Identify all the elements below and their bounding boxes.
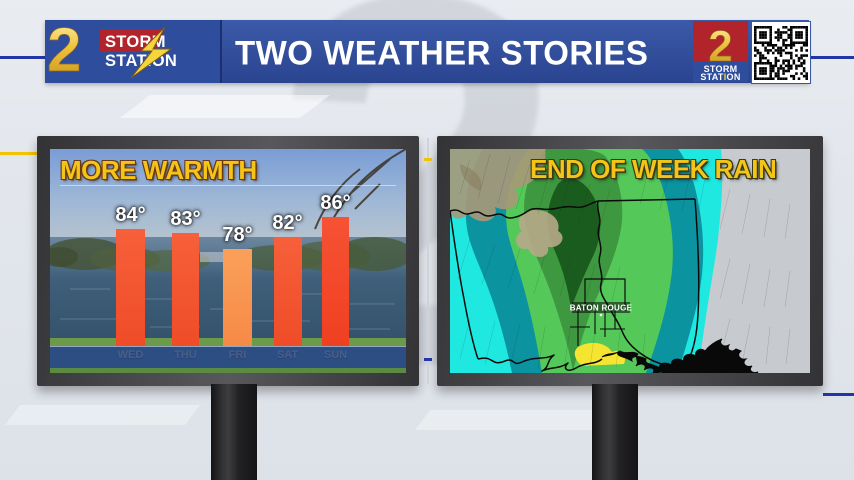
svg-text:BATON ROUGE: BATON ROUGE (570, 304, 633, 313)
svg-text:2: 2 (47, 20, 81, 83)
svg-text:STATION: STATION (700, 72, 740, 82)
